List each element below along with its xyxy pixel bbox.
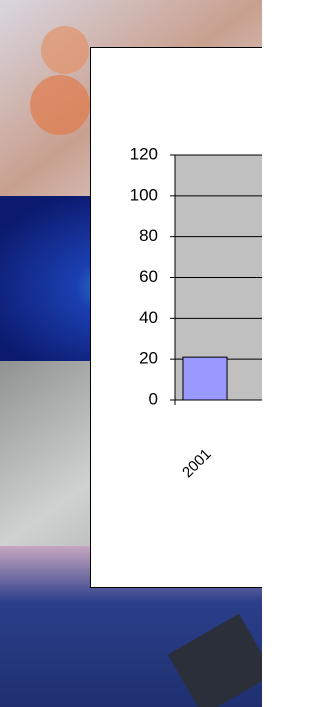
y-tick-label: 20	[139, 349, 158, 368]
y-tick-label: 40	[139, 308, 158, 327]
y-tick-label: 0	[149, 389, 158, 408]
y-tick-label: 100	[130, 185, 158, 204]
y-tick-label: 80	[139, 226, 158, 245]
photo-detail	[41, 26, 89, 74]
y-tick-label: 60	[139, 267, 158, 286]
bar	[183, 357, 227, 400]
y-tick-label: 120	[130, 144, 158, 163]
photo-detail	[30, 75, 90, 135]
